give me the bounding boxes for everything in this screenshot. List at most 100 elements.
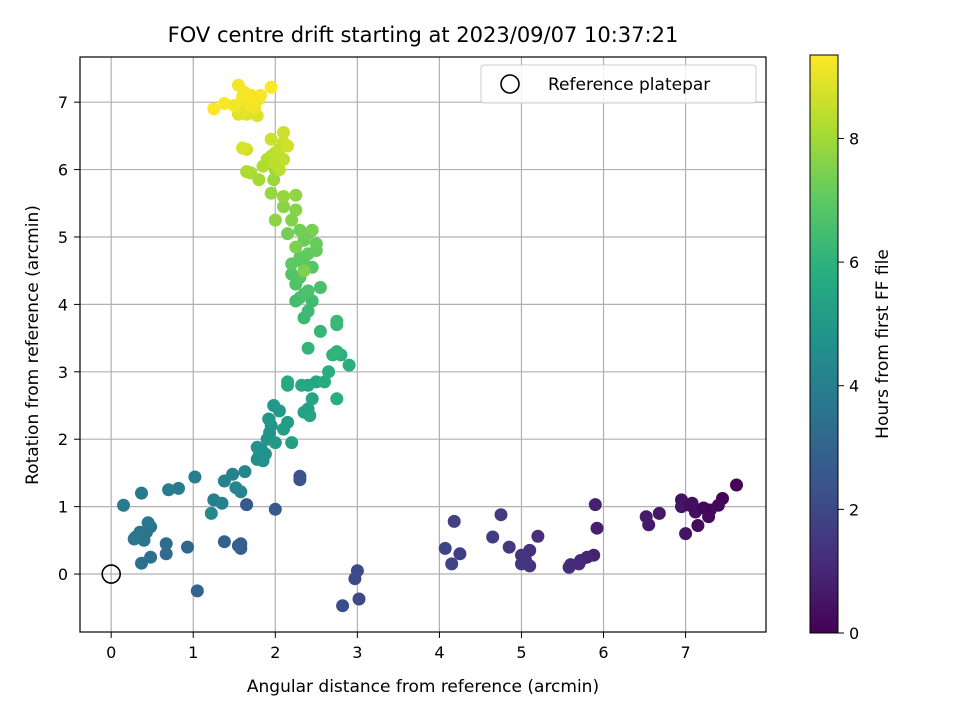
x-tick-label: 0 — [106, 643, 116, 662]
scatter-point — [264, 132, 278, 146]
scatter-point — [215, 496, 229, 510]
scatter-point — [318, 375, 331, 389]
scatter-point — [236, 141, 249, 155]
scatter-point — [234, 485, 248, 499]
scatter-point — [679, 527, 693, 541]
scatter-point — [639, 510, 653, 524]
scatter-point — [204, 506, 218, 520]
scatter-point — [289, 188, 303, 202]
colorbar-gradient — [809, 54, 839, 634]
scatter-point — [268, 213, 282, 227]
scatter-point — [301, 341, 315, 355]
scatter-point — [268, 502, 282, 516]
scatter-point — [297, 264, 311, 278]
scatter-point — [268, 436, 282, 450]
x-tick-label: 3 — [352, 643, 362, 662]
scatter-point — [330, 392, 344, 406]
scatter-point — [226, 467, 240, 481]
scatter-point — [293, 223, 307, 237]
scatter-point — [293, 469, 307, 483]
scatter-point — [117, 498, 130, 512]
scatter-point — [453, 547, 467, 561]
scatter-point — [590, 521, 604, 535]
scatter-point — [494, 508, 508, 522]
colorbar-tick-label: 4 — [849, 377, 859, 396]
scatter-point — [281, 415, 295, 429]
scatter-point — [264, 80, 278, 94]
x-tick-label: 7 — [680, 643, 690, 662]
scatter-point — [301, 304, 315, 318]
colorbar-label: Hours from first FF file — [873, 249, 893, 439]
scatter-point — [305, 223, 319, 237]
scatter-point — [285, 213, 299, 227]
scatter-point — [281, 378, 295, 392]
x-tick-label: 1 — [188, 643, 198, 662]
scatter-point — [330, 314, 344, 328]
x-axis-ticks: 0 1 2 3 4 5 6 7 — [106, 632, 691, 662]
scatter-point — [188, 470, 202, 484]
legend: Reference platepar — [480, 64, 757, 104]
scatter-point — [277, 190, 290, 203]
scatter-point — [289, 240, 303, 254]
scatter-point — [264, 186, 278, 200]
plot-frame — [79, 56, 767, 633]
scatter-point — [159, 537, 173, 551]
scatter-point — [445, 557, 459, 571]
y-axis-ticks: 0 1 2 3 4 5 6 7 — [58, 93, 80, 584]
x-tick-label: 6 — [598, 643, 608, 662]
scatter-point — [272, 404, 286, 418]
colorbar-tick-label: 2 — [849, 500, 859, 519]
scatter-point — [313, 324, 327, 338]
x-tick-label: 5 — [516, 643, 526, 662]
x-tick-label: 4 — [434, 643, 444, 662]
y-tick-label: 3 — [58, 363, 68, 382]
legend-entry-reference-platepar: Reference platepar — [548, 75, 710, 95]
scatter-point — [313, 281, 327, 294]
scatter-point — [352, 592, 366, 606]
scatter-point — [531, 529, 545, 543]
scatter-point — [231, 539, 245, 553]
scatter-point — [190, 584, 204, 598]
scatter-point — [683, 498, 697, 512]
scatter-point — [263, 426, 277, 439]
y-tick-label: 7 — [58, 93, 68, 112]
scatter-point — [562, 560, 576, 574]
scatter-point — [159, 547, 173, 561]
scatter-point — [277, 200, 290, 214]
scatter-point — [135, 556, 148, 570]
scatter-point — [697, 501, 711, 515]
scatter-point — [172, 481, 185, 495]
legend-marker-icon — [500, 74, 520, 94]
scatter-point — [588, 498, 602, 512]
scatter-point — [322, 365, 336, 379]
scatter-point — [238, 465, 252, 479]
scatter-point — [730, 478, 743, 492]
scatter-point — [652, 506, 666, 520]
scatter-point — [135, 486, 148, 500]
scatter-point — [217, 97, 231, 110]
y-tick-label: 2 — [58, 430, 68, 449]
y-tick-label: 5 — [58, 228, 68, 247]
colorbar-ticks: 0 2 4 6 8 — [838, 129, 859, 643]
scatter-point — [277, 153, 290, 166]
scatter-point — [342, 358, 356, 372]
scatter-point — [301, 284, 315, 298]
scatter-point — [348, 572, 362, 586]
scatter-point — [162, 483, 176, 497]
x-tick-label: 2 — [270, 643, 280, 662]
scatter-point — [267, 156, 281, 170]
colorbar-tick-label: 0 — [849, 624, 859, 643]
scatter-point — [447, 514, 461, 528]
grid-lines — [80, 57, 766, 632]
y-tick-label: 6 — [58, 161, 68, 180]
scatter-point — [267, 173, 281, 187]
scatter-points — [117, 78, 743, 613]
y-tick-label: 0 — [58, 565, 68, 584]
scatter-point — [258, 447, 272, 461]
scatter-point — [438, 541, 452, 555]
scatter-point — [305, 392, 319, 406]
scatter-point — [295, 378, 309, 392]
reference-platepar-marker — [101, 564, 121, 584]
scatter-point — [127, 532, 141, 546]
scatter-point — [336, 599, 350, 613]
